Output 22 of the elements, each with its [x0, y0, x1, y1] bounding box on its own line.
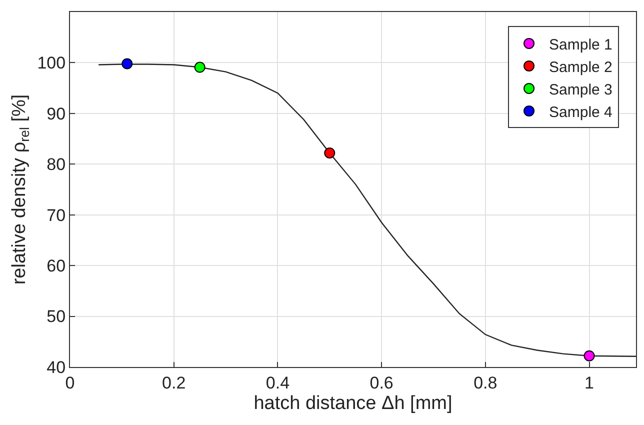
- y-tick-label: 100: [37, 54, 66, 73]
- point: [122, 58, 133, 70]
- y-tick-label: 80: [46, 155, 66, 174]
- legend-label: Sample 2: [549, 58, 612, 76]
- legend-label: Sample 4: [549, 104, 612, 121]
- x-tick-label: 1: [584, 373, 594, 392]
- y-tick-label: 90: [46, 104, 66, 124]
- x-axis-title: hatch distance Δh [mm]: [254, 393, 452, 414]
- x-tick-label: 0.2: [162, 373, 186, 392]
- legend-label: Sample 1: [549, 36, 612, 54]
- legend-label: Sample 3: [549, 81, 612, 98]
- x-tick-label: 0: [65, 373, 75, 392]
- x-tick-label: 0.4: [266, 373, 290, 392]
- x-tick-label: 0.6: [370, 373, 394, 392]
- y-tick-label: 60: [46, 256, 66, 276]
- y-tick-label: 40: [46, 358, 66, 377]
- point: [194, 62, 206, 73]
- point: [584, 350, 595, 362]
- x-tick-label: 0.8: [474, 373, 498, 392]
- point: [324, 147, 336, 158]
- y-tick-label: 50: [46, 307, 66, 326]
- y-tick-label: 70: [46, 206, 66, 225]
